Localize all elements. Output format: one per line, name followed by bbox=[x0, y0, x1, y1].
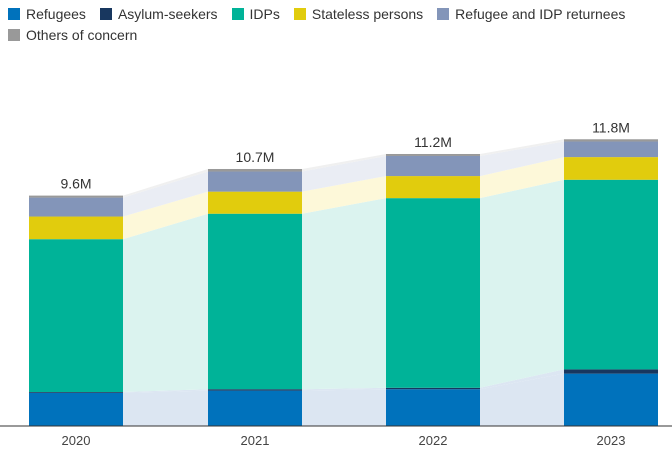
band-idps-2022-2023 bbox=[480, 179, 564, 388]
band-refugees-2020-2021 bbox=[123, 390, 208, 426]
bar-segment-idps-2020 bbox=[29, 239, 123, 393]
legend-swatch bbox=[437, 8, 450, 20]
bar-segment-refugee-and-idp-returnees-2021 bbox=[208, 171, 302, 192]
legend-label: IDPs bbox=[249, 6, 280, 22]
bar-segment-asylum-seekers-2023 bbox=[564, 369, 658, 374]
band-asylum-seekers-2022-2023 bbox=[480, 369, 564, 390]
band-idps-2020-2021 bbox=[123, 213, 208, 393]
x-tick-label-2023: 2023 bbox=[597, 433, 626, 448]
bar-segment-idps-2023 bbox=[564, 179, 658, 370]
legend-item-asylum-seekers: Asylum-seekers bbox=[99, 6, 218, 22]
band-others-of-concern-2022-2023 bbox=[480, 139, 564, 156]
band-idps-2021-2022 bbox=[302, 198, 386, 390]
band-refugee-and-idp-returnees-2020-2021 bbox=[123, 171, 208, 217]
band-refugee-and-idp-returnees-2022-2023 bbox=[480, 141, 564, 177]
band-refugee-and-idp-returnees-2021-2022 bbox=[302, 155, 386, 192]
bar-segment-others-of-concern-2020 bbox=[29, 195, 123, 198]
legend-item-idps: IDPs bbox=[231, 6, 280, 22]
connector-bands bbox=[123, 139, 564, 426]
band-asylum-seekers-2020-2021 bbox=[123, 389, 208, 393]
x-tick-label-2021: 2021 bbox=[241, 433, 270, 448]
bar-segment-others-of-concern-2022 bbox=[386, 153, 480, 156]
total-label-2020: 9.6M bbox=[60, 176, 91, 192]
legend-swatch bbox=[8, 8, 20, 20]
bar-segment-stateless-persons-2021 bbox=[208, 191, 302, 214]
x-tick-label-2020: 2020 bbox=[62, 433, 91, 448]
legend-item-refugees: Refugees bbox=[8, 6, 86, 22]
legend-label: Stateless persons bbox=[311, 6, 424, 22]
legend-item-refugee-and-idp-returnees: Refugee and IDP returnees bbox=[437, 6, 625, 22]
bars bbox=[29, 139, 658, 426]
band-asylum-seekers-2021-2022 bbox=[302, 387, 386, 391]
bar-segment-others-of-concern-2021 bbox=[208, 168, 302, 172]
bar-segment-refugees-2021 bbox=[208, 390, 302, 426]
band-stateless-persons-2022-2023 bbox=[480, 157, 564, 199]
legend-label: Refugees bbox=[26, 6, 86, 22]
legend-label: Asylum-seekers bbox=[117, 6, 218, 22]
band-refugees-2022-2023 bbox=[480, 373, 564, 426]
band-refugees-2021-2022 bbox=[302, 389, 386, 426]
band-others-of-concern-2021-2022 bbox=[302, 153, 386, 172]
band-stateless-persons-2021-2022 bbox=[302, 176, 386, 214]
legend-label: Refugee and IDP returnees bbox=[455, 6, 626, 22]
legend-item-stateless-persons: Stateless persons bbox=[293, 6, 424, 22]
band-others-of-concern-2020-2021 bbox=[123, 168, 208, 198]
legend-swatch bbox=[99, 8, 112, 20]
x-axis-ticks: 2020 2021 2022 2023 bbox=[62, 433, 626, 448]
total-label-2022: 11.2M bbox=[414, 134, 452, 150]
legend-swatch bbox=[8, 29, 20, 41]
chart-legend: Refugees Asylum-seekers IDPs Stateless pers… bbox=[8, 6, 658, 43]
bar-segment-stateless-persons-2023 bbox=[564, 157, 658, 180]
total-label-2021: 10.7M bbox=[236, 149, 275, 165]
bar-segment-others-of-concern-2023 bbox=[564, 139, 658, 142]
total-label-2023: 11.8M bbox=[592, 119, 630, 135]
x-tick-label-2022: 2022 bbox=[419, 433, 448, 448]
bar-segment-asylum-seekers-2020 bbox=[29, 392, 123, 393]
bar-segment-refugee-and-idp-returnees-2022 bbox=[386, 155, 480, 177]
bar-segment-asylum-seekers-2021 bbox=[208, 389, 302, 391]
bar-segment-refugees-2020 bbox=[29, 392, 123, 426]
legend-label: Others of concern bbox=[26, 27, 138, 43]
legend-item-others-of-concern: Others of concern bbox=[8, 27, 137, 43]
bar-segment-stateless-persons-2022 bbox=[386, 176, 480, 199]
bar-segment-idps-2021 bbox=[208, 213, 302, 390]
bar-segment-idps-2022 bbox=[386, 198, 480, 388]
total-labels: 9.6M 10.7M 11.2M 11.8M bbox=[60, 119, 630, 191]
bar-segment-stateless-persons-2020 bbox=[29, 216, 123, 240]
bar-segment-refugees-2022 bbox=[386, 389, 480, 426]
bar-segment-refugees-2023 bbox=[564, 373, 658, 426]
bar-segment-asylum-seekers-2022 bbox=[386, 387, 480, 390]
bar-segment-refugee-and-idp-returnees-2023 bbox=[564, 141, 658, 158]
bar-segment-refugee-and-idp-returnees-2020 bbox=[29, 197, 123, 217]
band-stateless-persons-2020-2021 bbox=[123, 191, 208, 240]
legend-swatch bbox=[293, 8, 306, 20]
legend-swatch bbox=[231, 8, 244, 20]
